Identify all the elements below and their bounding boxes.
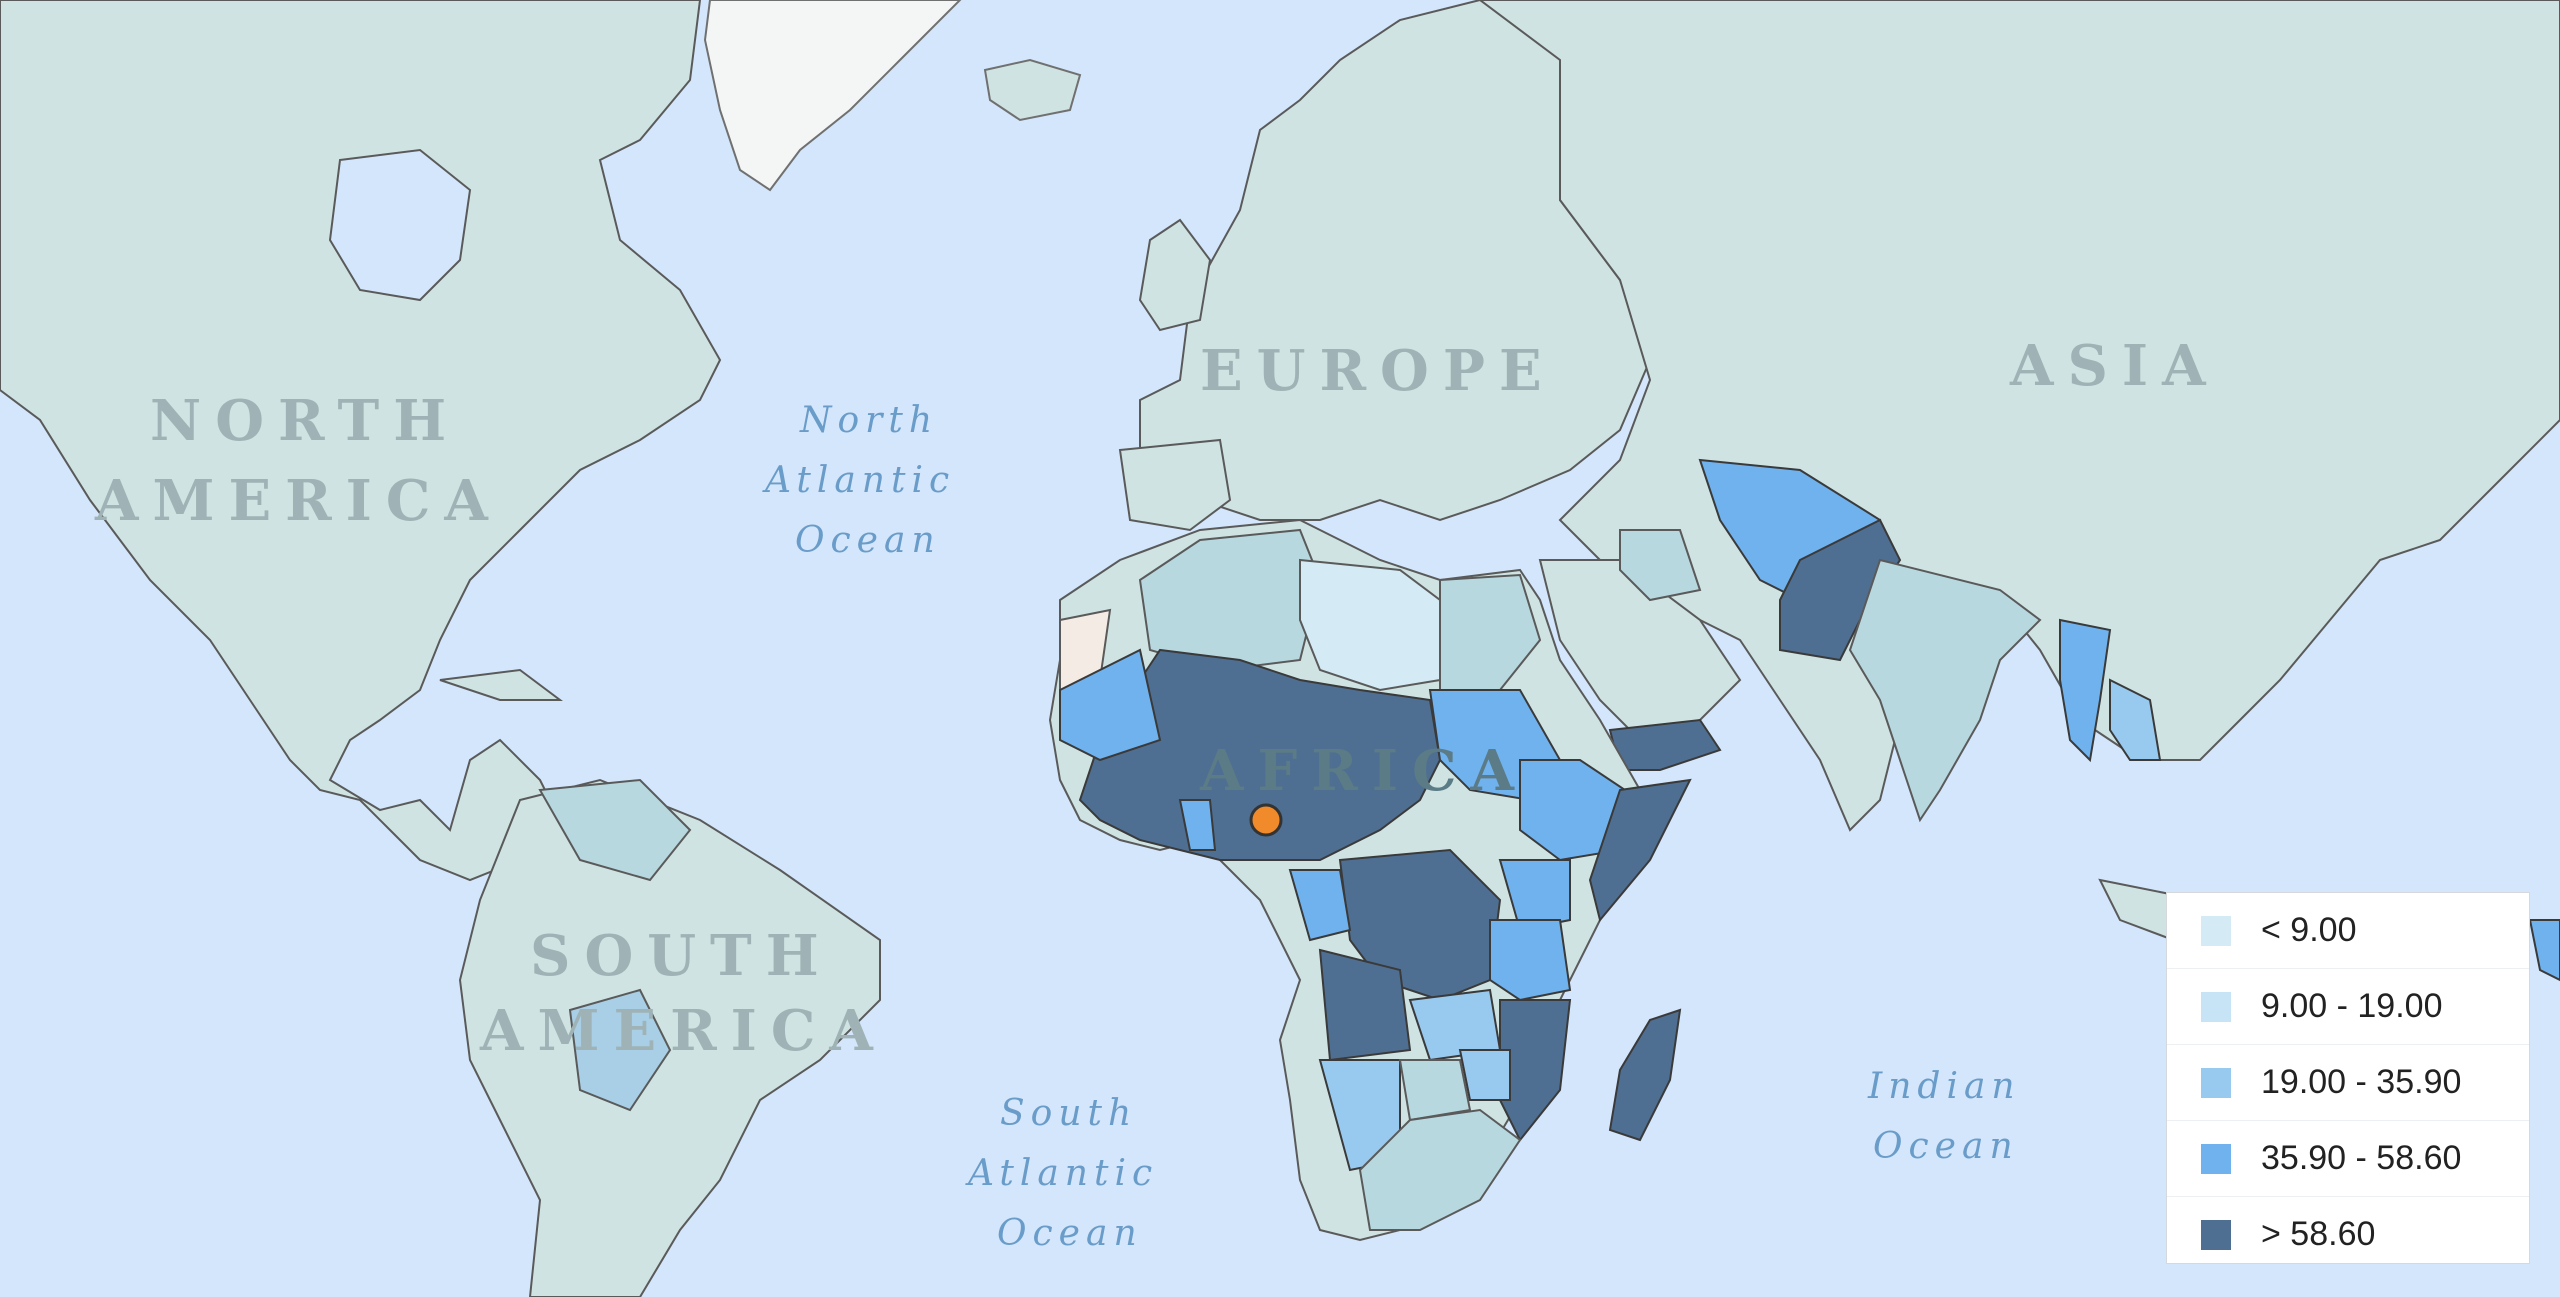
label-north-atlantic-2: Atlantic [762,460,955,501]
legend-item: < 9.00 [2167,893,2529,968]
legend-swatch [2201,991,2231,1022]
libya[interactable] [1299,558,1441,692]
papua[interactable] [2528,919,2560,982]
label-south-atlantic-3: Ocean [997,1213,1143,1254]
hudson-bay [328,148,472,302]
kenya[interactable] [1498,859,1571,932]
tanzania[interactable] [1489,919,1572,1002]
label-south-america-2: AMERICA [479,998,887,1064]
mauritania[interactable] [1059,648,1162,762]
drc[interactable] [1338,848,1502,1002]
angola[interactable] [1318,948,1412,1062]
legend-swatch [2201,915,2231,946]
united-kingdom[interactable] [1138,218,1212,332]
legend-label: 35.90 - 58.60 [2261,1139,2462,1177]
legend-label: < 9.00 [2261,911,2357,949]
egypt[interactable] [1439,573,1542,691]
label-north-atlantic-3: Ocean [795,520,941,561]
label-africa: AFRICA [1199,738,1528,804]
label-indian-1: Indian [1867,1066,2021,1107]
iraq[interactable] [1619,529,1702,602]
botswana[interactable] [1398,1059,1472,1122]
sahel-west[interactable] [1078,648,1442,861]
india[interactable] [1848,558,2042,823]
legend-label: > 58.60 [2261,1215,2376,1253]
madagascar[interactable] [1608,1008,1682,1142]
legend-item: 19.00 - 35.90 [2167,1044,2529,1120]
venezuela[interactable] [538,778,692,882]
ghana[interactable] [1178,799,1217,851]
location-marker[interactable] [1249,803,1283,837]
bolivia[interactable] [568,988,672,1112]
legend-item: 35.90 - 58.60 [2167,1120,2529,1196]
legend-item: > 58.60 [2167,1196,2529,1272]
label-south-atlantic-2: Atlantic [965,1153,1158,1194]
legend-label: 9.00 - 19.00 [2261,987,2443,1025]
greenland[interactable] [703,0,962,192]
south-africa[interactable] [1358,1108,1522,1231]
legend-swatch [2201,1067,2231,1098]
cuba[interactable] [439,668,563,701]
map-legend: < 9.00 9.00 - 19.00 19.00 - 35.90 35.90 … [2166,892,2530,1264]
laos[interactable] [2109,678,2162,761]
myanmar[interactable] [2059,618,2112,763]
north-america[interactable] [0,0,722,882]
gabon[interactable] [1288,869,1352,942]
label-north-america-2: AMERICA [94,468,502,534]
legend-swatch [2201,1143,2231,1174]
label-asia: ASIA [2009,333,2220,399]
label-europe: EUROPE [1200,338,1556,404]
pakistan[interactable] [1779,518,1902,662]
label-indian-2: Ocean [1873,1126,2019,1167]
label-north-atlantic-1: North [799,400,938,441]
legend-label: 19.00 - 35.90 [2261,1063,2462,1101]
iberia[interactable] [1118,438,1232,532]
iceland[interactable] [983,58,1082,122]
legend-swatch [2201,1219,2231,1250]
south-america[interactable] [458,778,881,1297]
label-south-atlantic-1: South [1000,1093,1137,1134]
label-south-america-1: SOUTH [530,923,833,989]
zimbabwe[interactable] [1458,1049,1511,1101]
legend-item: 9.00 - 19.00 [2167,968,2529,1044]
somalia[interactable] [1588,778,1692,923]
label-north-america-1: NORTH [150,388,460,454]
